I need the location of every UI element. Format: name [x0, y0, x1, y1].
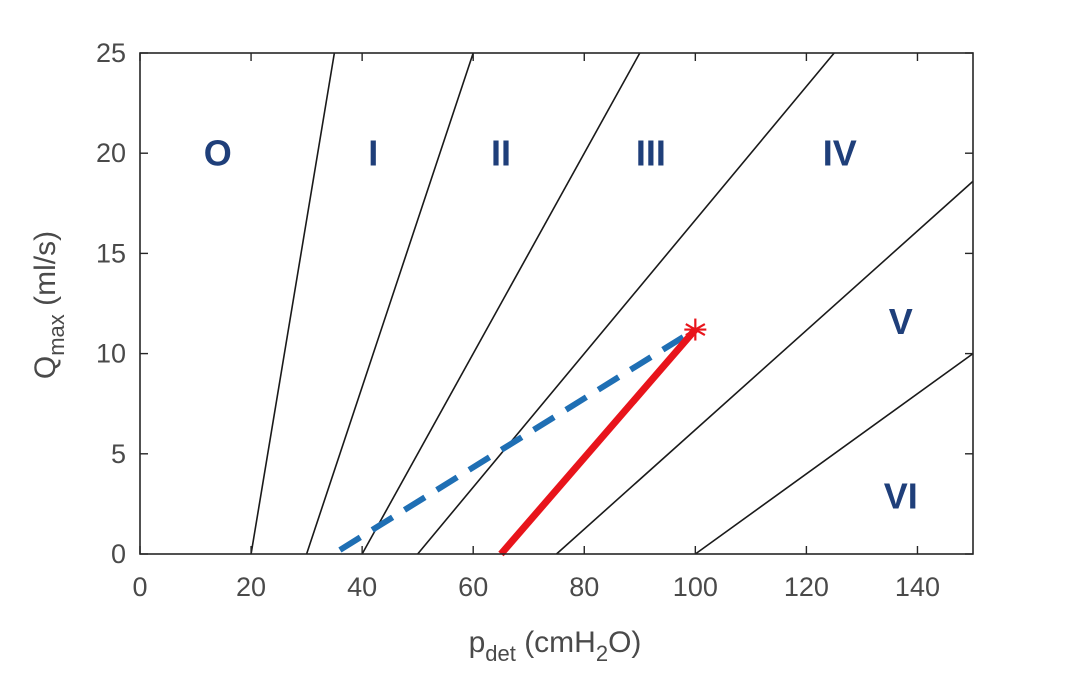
- zone-label-iv: IV: [823, 133, 857, 174]
- y-tick-label: 10: [96, 339, 126, 369]
- zone-label-ii: II: [491, 133, 511, 174]
- data-marker: [684, 318, 707, 341]
- x-tick-label: 140: [895, 572, 940, 602]
- y-tick-label: 5: [111, 439, 126, 469]
- boundary-line-2: [305, 52, 474, 555]
- boundary-line-3: [361, 52, 641, 555]
- x-tick-label: 40: [347, 572, 377, 602]
- x-tick-label: 80: [569, 572, 599, 602]
- zone-label-vi: VI: [884, 475, 918, 516]
- y-axis-label: Qmax (ml/s): [29, 231, 69, 379]
- zone-label-iii: III: [636, 133, 666, 174]
- boundary-line-5: [555, 180, 974, 555]
- boundary-line-6: [694, 352, 974, 555]
- plot-frame: [139, 52, 974, 555]
- x-tick-label: 60: [458, 572, 488, 602]
- dashed-series-line: [338, 327, 697, 553]
- boundary-line-1: [250, 52, 336, 555]
- asterisk-marker: [684, 318, 707, 341]
- y-tick-label: 25: [96, 38, 126, 68]
- solid-series-line: [498, 327, 698, 557]
- x-tick-label: 20: [236, 572, 266, 602]
- x-axis-ticks: 0 20 40 60 80 100 120 140: [132, 53, 940, 602]
- zone-boundary-lines: [250, 52, 974, 555]
- y-axis-ticks: 0 5 10 15 20 25: [96, 38, 973, 569]
- y-tick-label: 0: [111, 539, 126, 569]
- x-tick-label: 0: [132, 572, 147, 602]
- y-tick-label: 15: [96, 238, 126, 268]
- y-tick-label: 20: [96, 138, 126, 168]
- boundary-line-4: [417, 52, 835, 555]
- x-tick-label: 100: [673, 572, 718, 602]
- zone-label-v: V: [889, 301, 913, 342]
- zone-label-o: O: [204, 133, 232, 174]
- zone-label-i: I: [368, 133, 378, 174]
- x-axis-label: pdet (cmH2O): [469, 626, 642, 666]
- x-tick-label: 120: [784, 572, 829, 602]
- data-series: [338, 327, 698, 557]
